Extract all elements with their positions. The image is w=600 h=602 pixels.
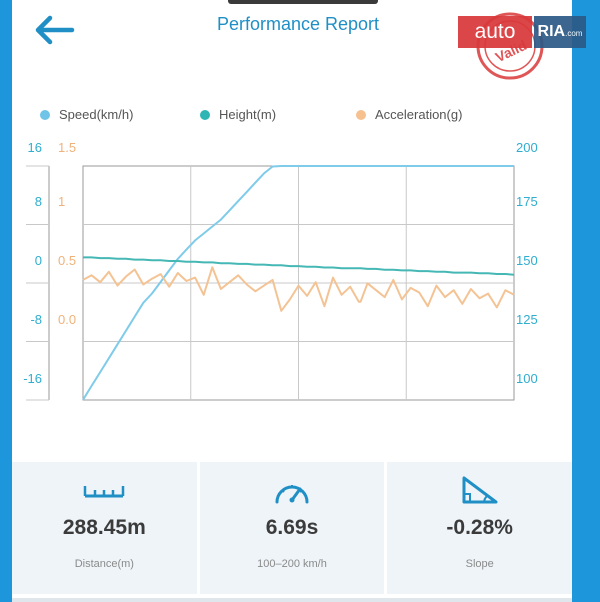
legend-speed-label: Speed(km/h) [59,107,134,122]
stat-slope-label: Slope [465,558,494,570]
acceleration-tick-label: 1 [58,194,65,209]
legend-acceleration[interactable]: Acceleration(g) [356,104,462,126]
watermark-ria: RIA.com [534,16,586,48]
chart-ticks: 16 8 0 -8 -16 1.5 1 0.5 0.0 200 175 150 125 100 [23,140,538,386]
slope-icon [462,476,498,504]
legend-acceleration-dot [356,110,366,120]
stats-panel: 288.45m Distance(m) 6.69s 100–200 km/h -… [12,462,573,594]
acceleration-tick-label: 0.0 [58,312,76,327]
notch [228,0,378,4]
speed-tick-label: 125 [516,312,538,327]
height-tick-label: 8 [35,194,42,209]
speedometer-icon [275,485,309,504]
watermark-ria-suffix: .com [565,29,583,38]
height-tick-label: 16 [28,140,42,155]
arrow-left-icon [35,15,75,45]
stat-time: 6.69s 100–200 km/h [199,462,385,594]
bottom-divider [12,598,572,602]
stat-distance-label: Distance(m) [74,558,134,570]
legend-height-dot [200,110,210,120]
speed-tick-label: 200 [516,140,538,155]
stat-slope: -0.28% Slope [387,462,573,594]
legend-acceleration-label: Acceleration(g) [375,107,463,122]
legend-speed-dot [40,110,50,120]
acceleration-tick-label: 0.5 [58,253,76,268]
watermark-logo: Valid auto RIA.com [454,6,586,86]
screen: Performance Report Valid auto RIA.com Sp… [12,0,586,602]
chart-legend: Speed(km/h) Height(m) Acceleration(g) [12,104,572,126]
right-frame [572,0,600,602]
watermark-auto: auto [458,16,532,48]
acceleration-tick-label: 1.5 [58,140,76,155]
stat-distance-value: 288.45m [62,516,146,539]
top-bar: Performance Report [12,0,572,60]
speed-tick-label: 100 [516,371,538,386]
back-button[interactable] [32,12,76,48]
stat-slope-value: -0.28% [446,516,513,539]
height-tick-label: -16 [23,371,42,386]
left-frame [0,0,12,602]
stat-distance: 288.45m Distance(m) [12,462,197,594]
series-line-height [83,256,515,276]
height-tick-label: -8 [30,312,42,327]
chart-grid [26,165,515,401]
series-line-speed [82,165,514,401]
series-line-accel [82,266,515,312]
page-title: Performance Report [216,14,380,34]
legend-speed[interactable]: Speed(km/h) [40,104,133,126]
chart-lines [82,165,515,401]
speed-tick-label: 175 [516,194,538,209]
height-tick-label: 0 [35,253,42,268]
legend-height-label: Height(m) [219,107,277,122]
stat-time-label: 100–200 km/h [257,558,327,570]
performance-chart: 16 8 0 -8 -16 1.5 1 0.5 0.0 200 175 150 125 100 [23,140,538,401]
speed-tick-label: 150 [516,253,538,268]
watermark-ria-text: RIA [537,23,566,40]
legend-height[interactable]: Height(m) [200,104,276,126]
stat-time-value: 6.69s [265,516,319,539]
ruler-icon [84,486,125,498]
